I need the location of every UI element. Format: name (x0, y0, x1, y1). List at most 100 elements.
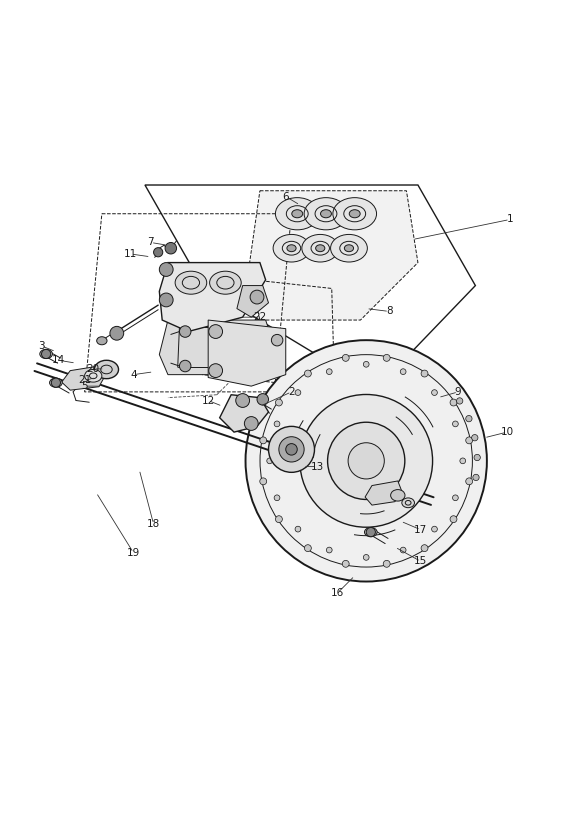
Circle shape (274, 421, 280, 427)
Text: 20: 20 (87, 364, 100, 374)
Text: 21: 21 (78, 376, 92, 386)
Ellipse shape (210, 271, 241, 294)
Circle shape (209, 363, 223, 377)
Circle shape (257, 394, 269, 405)
Ellipse shape (321, 210, 332, 218)
Circle shape (180, 360, 191, 372)
Circle shape (450, 399, 457, 406)
Ellipse shape (85, 369, 102, 382)
Circle shape (159, 293, 173, 307)
Circle shape (267, 458, 272, 464)
Circle shape (383, 560, 390, 567)
Ellipse shape (304, 198, 348, 230)
Ellipse shape (333, 198, 377, 230)
Text: 14: 14 (52, 355, 65, 365)
Circle shape (431, 390, 437, 396)
Text: 1: 1 (507, 214, 513, 224)
Polygon shape (248, 190, 418, 320)
Circle shape (244, 417, 258, 430)
Circle shape (250, 290, 264, 304)
Ellipse shape (40, 349, 52, 358)
Circle shape (274, 495, 280, 501)
Circle shape (363, 555, 369, 560)
Ellipse shape (349, 210, 360, 218)
Polygon shape (208, 320, 286, 386)
Circle shape (269, 426, 314, 472)
Circle shape (466, 437, 473, 444)
Ellipse shape (287, 245, 296, 251)
Ellipse shape (402, 498, 415, 508)
Ellipse shape (50, 378, 62, 387)
Ellipse shape (331, 234, 367, 262)
Circle shape (245, 340, 487, 582)
Text: 17: 17 (414, 525, 427, 535)
Circle shape (460, 458, 466, 464)
Circle shape (279, 437, 304, 462)
Ellipse shape (345, 245, 353, 251)
Text: 9: 9 (455, 387, 462, 397)
Text: 2: 2 (288, 387, 295, 397)
Circle shape (431, 527, 437, 532)
Ellipse shape (364, 527, 377, 536)
Ellipse shape (275, 198, 319, 230)
Text: 7: 7 (147, 237, 154, 247)
Circle shape (275, 399, 282, 406)
Circle shape (295, 390, 301, 396)
Text: 4: 4 (130, 370, 137, 380)
Text: 5: 5 (81, 382, 88, 391)
Circle shape (260, 478, 266, 485)
Ellipse shape (302, 234, 339, 262)
Circle shape (165, 242, 177, 254)
Text: 12: 12 (202, 396, 215, 405)
Circle shape (401, 547, 406, 553)
Circle shape (236, 394, 250, 407)
Circle shape (474, 454, 480, 461)
Ellipse shape (97, 337, 107, 344)
Text: 15: 15 (414, 556, 427, 566)
Circle shape (421, 370, 428, 377)
Circle shape (300, 395, 433, 527)
Circle shape (275, 516, 282, 522)
Circle shape (326, 369, 332, 375)
Circle shape (401, 369, 406, 375)
Text: 10: 10 (500, 427, 514, 437)
Circle shape (342, 560, 349, 567)
Text: 3: 3 (38, 341, 45, 351)
Text: 19: 19 (127, 548, 140, 558)
Circle shape (51, 378, 61, 387)
Circle shape (304, 545, 311, 551)
Circle shape (342, 354, 349, 361)
Text: 6: 6 (282, 191, 289, 202)
Circle shape (286, 443, 297, 455)
Circle shape (452, 421, 458, 427)
Circle shape (260, 437, 266, 444)
Circle shape (209, 325, 223, 339)
Polygon shape (62, 366, 105, 390)
Ellipse shape (273, 234, 310, 262)
Ellipse shape (175, 271, 207, 294)
Text: 8: 8 (386, 307, 392, 316)
Circle shape (466, 415, 472, 422)
Circle shape (472, 434, 478, 441)
Polygon shape (159, 263, 266, 331)
Circle shape (452, 495, 458, 501)
Circle shape (348, 442, 384, 479)
Circle shape (159, 263, 173, 276)
Circle shape (180, 325, 191, 337)
Circle shape (363, 362, 369, 368)
Text: 16: 16 (331, 588, 344, 598)
Polygon shape (220, 395, 269, 432)
Ellipse shape (315, 245, 325, 251)
Circle shape (41, 349, 51, 358)
Ellipse shape (94, 360, 118, 379)
Circle shape (383, 354, 390, 361)
Text: 18: 18 (147, 519, 160, 529)
Circle shape (110, 326, 124, 340)
Circle shape (272, 335, 283, 346)
Text: 11: 11 (124, 249, 137, 259)
Circle shape (295, 527, 301, 532)
Circle shape (466, 478, 473, 485)
Circle shape (450, 516, 457, 522)
Text: 22: 22 (253, 312, 266, 322)
Circle shape (153, 248, 163, 257)
